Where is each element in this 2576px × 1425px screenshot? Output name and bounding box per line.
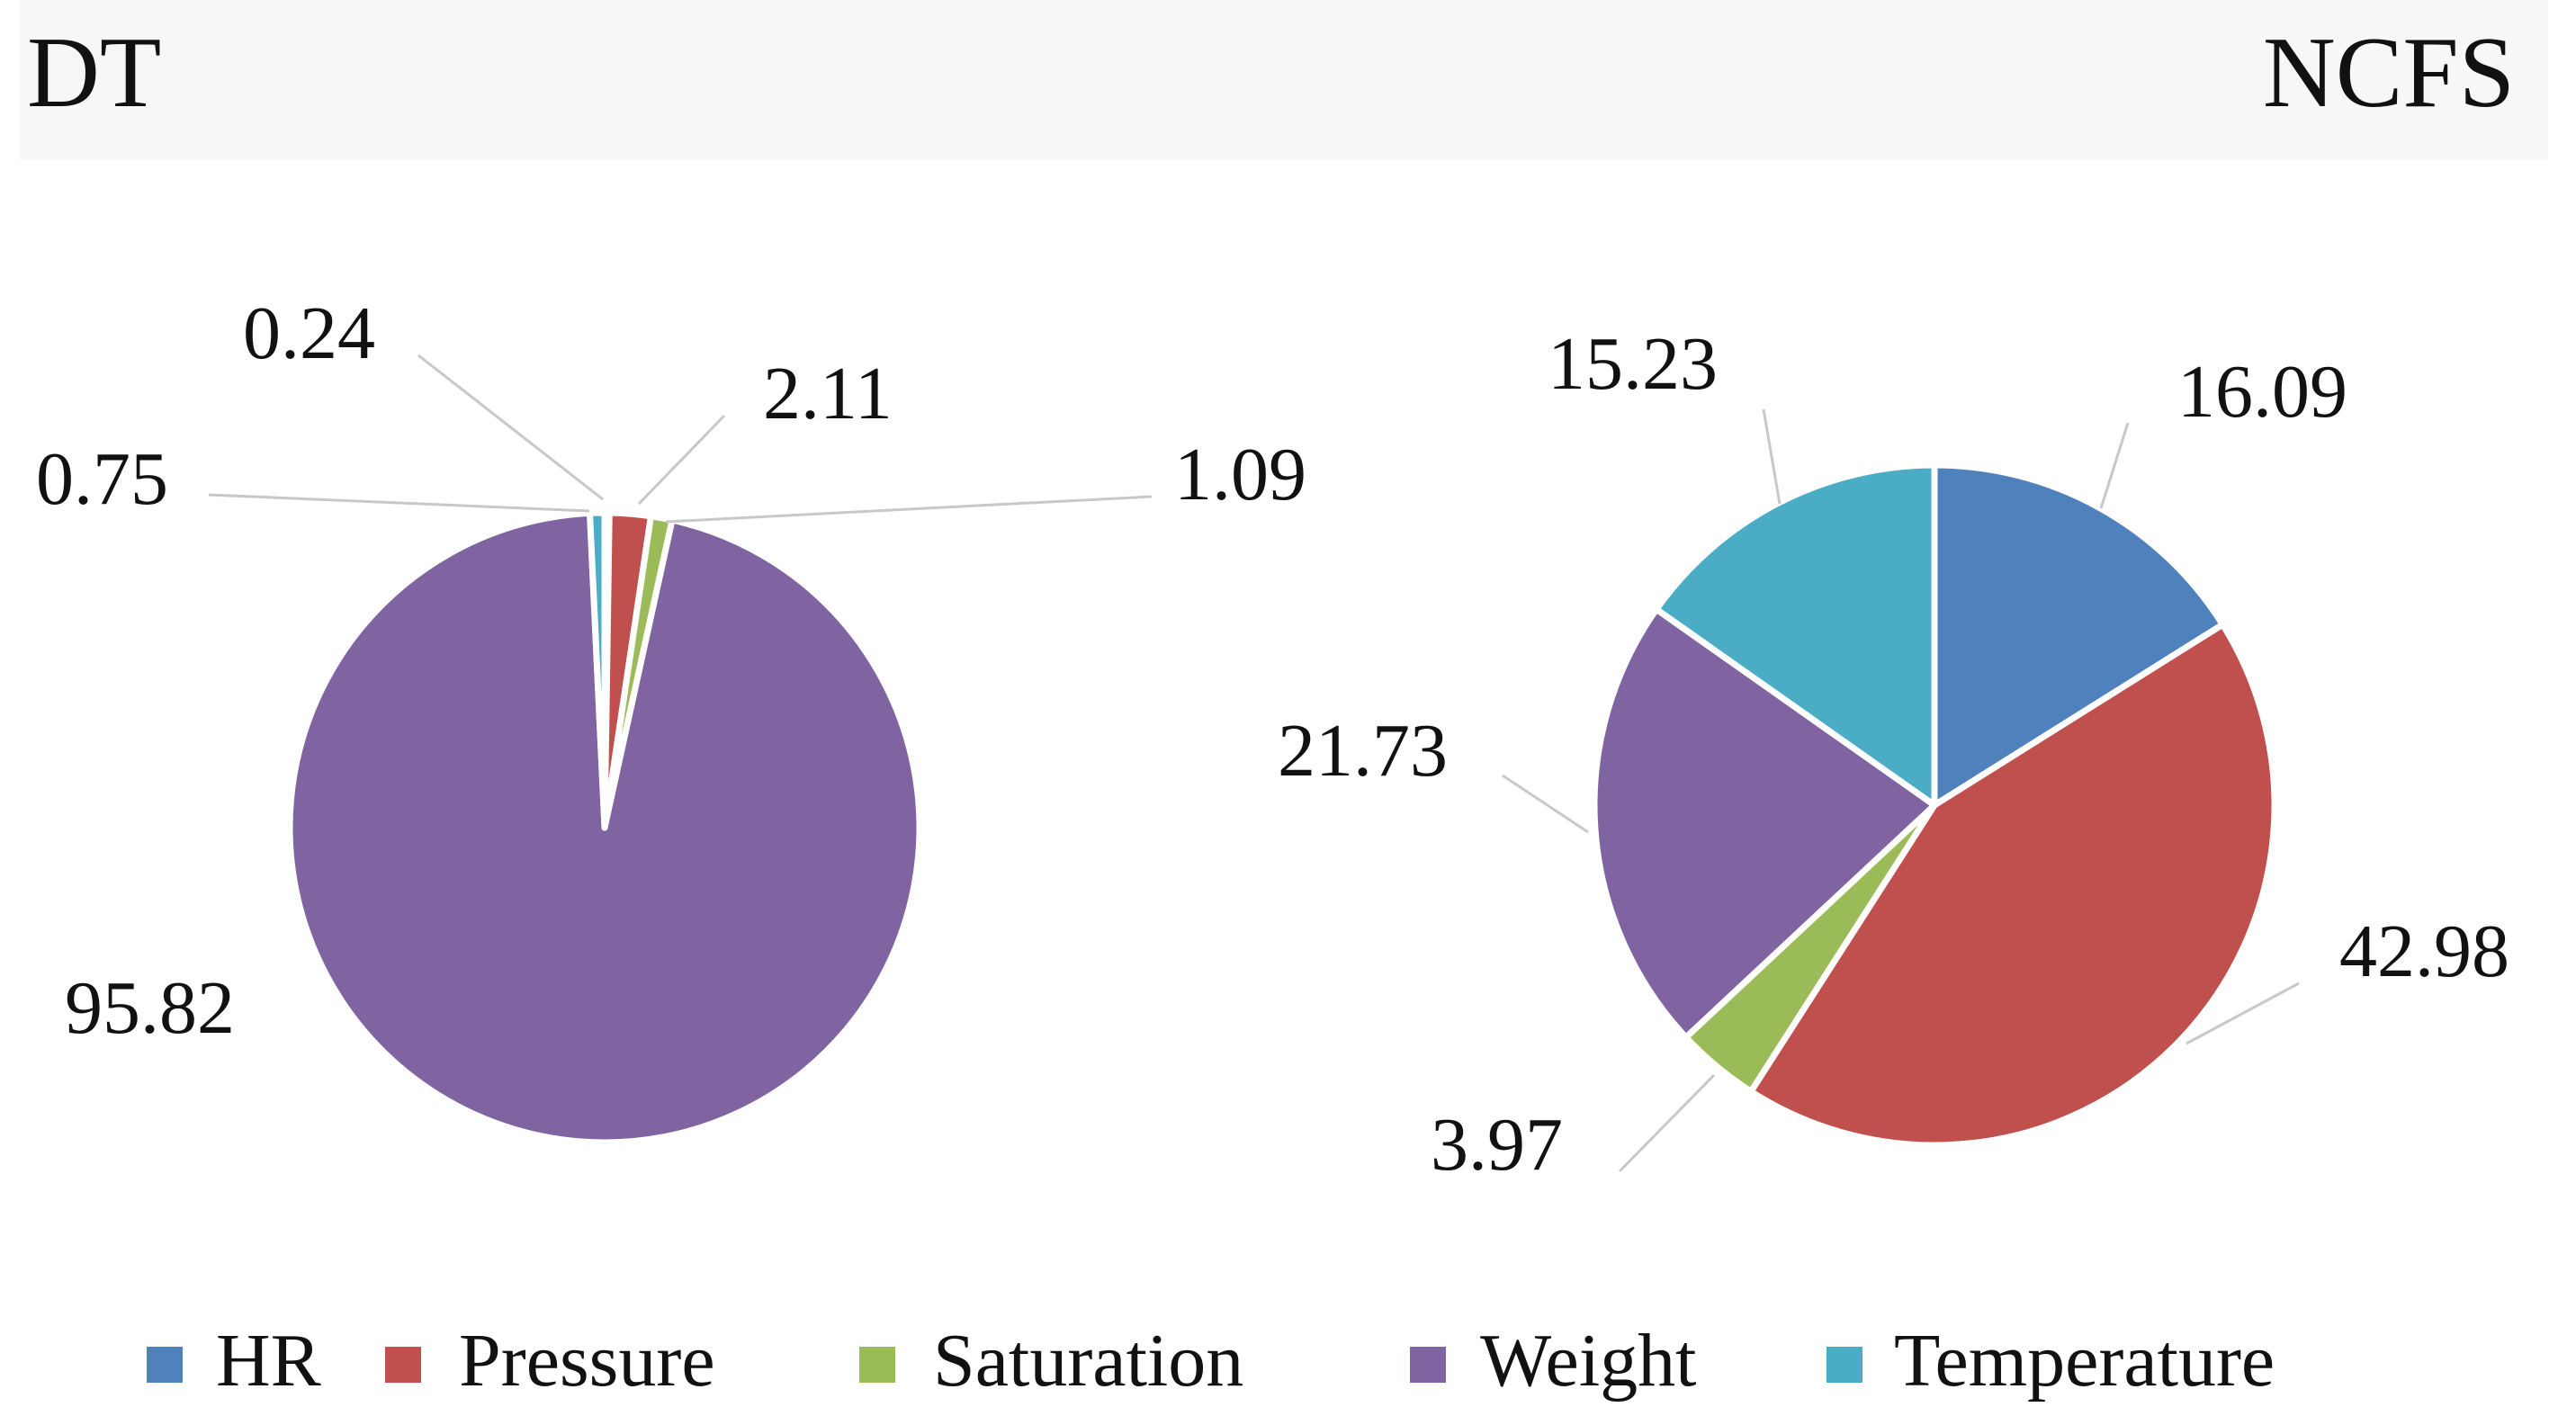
legend-item-hr: HR — [147, 1319, 321, 1403]
legend-item-temperature: Temperature — [1827, 1319, 2275, 1403]
legend-label-pressure: Pressure — [459, 1319, 715, 1403]
title-band — [20, 0, 2548, 160]
legend-swatch-temperature — [1827, 1347, 1862, 1383]
ncfs-leader-line-hr — [2099, 422, 2130, 509]
dt-data-label-hr: 0.24 — [243, 291, 375, 375]
ncfs-slice-temperature — [1653, 462, 1938, 809]
dt-chart-title: DT — [27, 17, 161, 129]
ncfs-leader-line-pressure — [2186, 981, 2300, 1045]
legend-label-weight: Weight — [1480, 1319, 1697, 1403]
ncfs-data-label-saturation: 3.97 — [1431, 1103, 1563, 1187]
legend-label-hr: HR — [216, 1319, 321, 1403]
ncfs-slice-hr — [1931, 462, 2226, 809]
legend-swatch-hr — [147, 1347, 183, 1383]
legend-label-temperature: Temperature — [1894, 1319, 2275, 1403]
legend-swatch-saturation — [859, 1347, 895, 1383]
dt-leader-line-hr — [417, 354, 604, 501]
ncfs-leader-line-temperature — [1762, 408, 1782, 505]
dt-data-label-pressure: 2.11 — [763, 352, 893, 435]
ncfs-data-label-hr: 16.09 — [2177, 350, 2347, 434]
dt-leader-line-pressure — [637, 414, 726, 506]
dt-slice-temperature — [587, 509, 608, 831]
dt-pie-chart: 0.24 2.11 1.09 95.82 0.75 — [36, 291, 1306, 1146]
ncfs-slice-weight — [1591, 605, 1938, 1041]
dt-data-label-temperature: 0.75 — [36, 437, 168, 521]
legend-swatch-weight — [1410, 1347, 1446, 1383]
ncfs-leader-line-saturation — [1618, 1073, 1716, 1173]
legend-item-weight: Weight — [1410, 1319, 1697, 1403]
ncfs-slice-pressure — [1747, 621, 2278, 1149]
dt-leader-line-temperature — [208, 493, 590, 513]
ncfs-data-label-weight: 21.73 — [1278, 709, 1448, 793]
legend-swatch-pressure — [385, 1347, 421, 1383]
legend: HR Pressure Saturation Weight Temperatur… — [147, 1319, 2275, 1403]
dt-leader-line-saturation — [665, 495, 1153, 524]
ncfs-data-label-temperature: 15.23 — [1548, 322, 1718, 406]
ncfs-pie-chart: 16.09 42.98 3.97 21.73 15.23 — [1278, 322, 2509, 1187]
dt-data-label-saturation: 1.09 — [1174, 433, 1306, 516]
ncfs-chart-title: NCFS — [2263, 17, 2515, 129]
dt-data-label-weight: 95.82 — [65, 966, 235, 1050]
ncfs-leader-line-weight — [1502, 774, 1589, 834]
legend-item-saturation: Saturation — [859, 1319, 1243, 1403]
ncfs-data-label-pressure: 42.98 — [2339, 910, 2509, 993]
legend-item-pressure: Pressure — [385, 1319, 715, 1403]
legend-label-saturation: Saturation — [933, 1319, 1243, 1403]
